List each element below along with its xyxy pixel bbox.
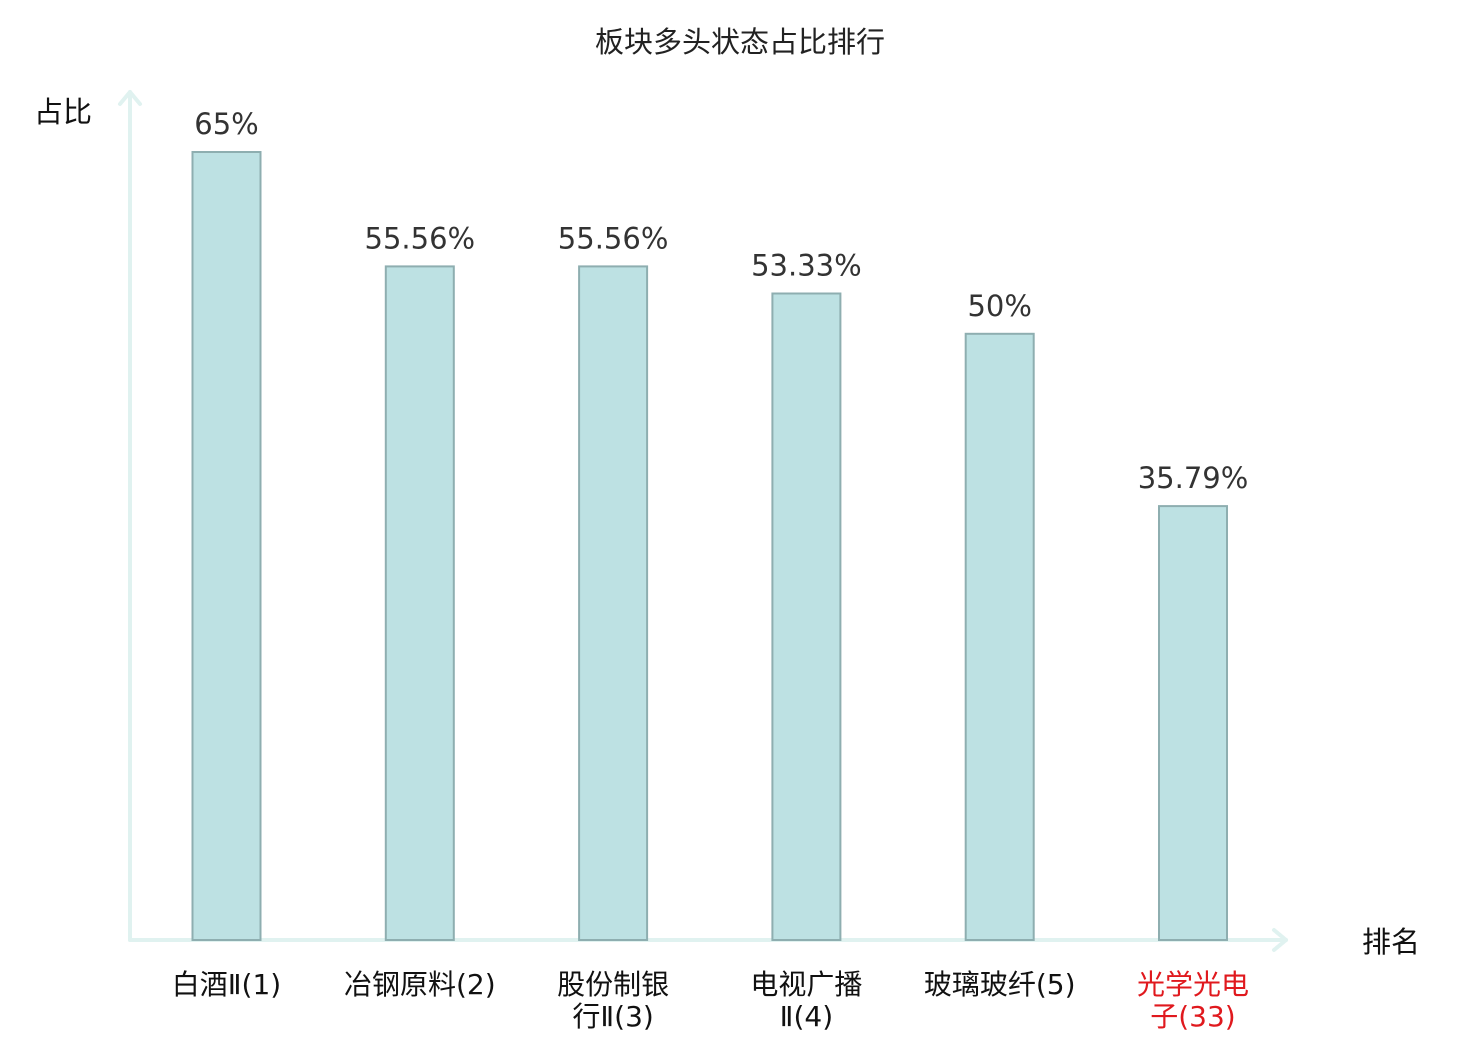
bars-group <box>191 151 1228 941</box>
bar-1 <box>191 151 262 941</box>
value-label-4: 53.33% <box>751 249 862 283</box>
value-label-2: 55.56% <box>365 221 476 255</box>
bar-4 <box>771 292 842 941</box>
value-labels-group: 65% 55.56% 55.56% 53.33% 50% 35.79% <box>194 107 1248 495</box>
y-axis-label: 占比 <box>34 95 92 129</box>
bar-2 <box>384 265 455 941</box>
value-label-5: 50% <box>967 289 1031 323</box>
bar-5 <box>964 332 1035 941</box>
x-axis-label: 排名 <box>1362 925 1420 959</box>
category-label-6-line-2: 子(33) <box>1150 1000 1235 1033</box>
value-label-1: 65% <box>194 107 258 141</box>
bar-6 <box>1158 505 1228 941</box>
value-label-3: 55.56% <box>558 221 669 255</box>
chart-title: 板块多头状态占比排行 <box>595 25 885 59</box>
category-label-4-line-2: Ⅱ(4) <box>780 1000 833 1033</box>
value-label-6: 35.79% <box>1138 461 1249 495</box>
category-label-3-line-2: 行Ⅱ(3) <box>572 1000 653 1033</box>
axes <box>118 90 1288 952</box>
y-axis-arrow <box>118 90 142 106</box>
x-axis-arrow <box>1272 928 1288 952</box>
category-label-2: 冶钢原料(2) <box>344 968 496 1001</box>
category-label-6-line-1: 光学光电 <box>1137 968 1249 1001</box>
category-label-1: 白酒Ⅱ(1) <box>172 968 281 1001</box>
category-label-5: 玻璃玻纤(5) <box>924 968 1076 1001</box>
category-label-3-line-1: 股份制银 <box>557 968 669 1001</box>
bar-3 <box>578 265 649 941</box>
category-label-4-line-1: 电视广播 <box>750 968 862 1001</box>
